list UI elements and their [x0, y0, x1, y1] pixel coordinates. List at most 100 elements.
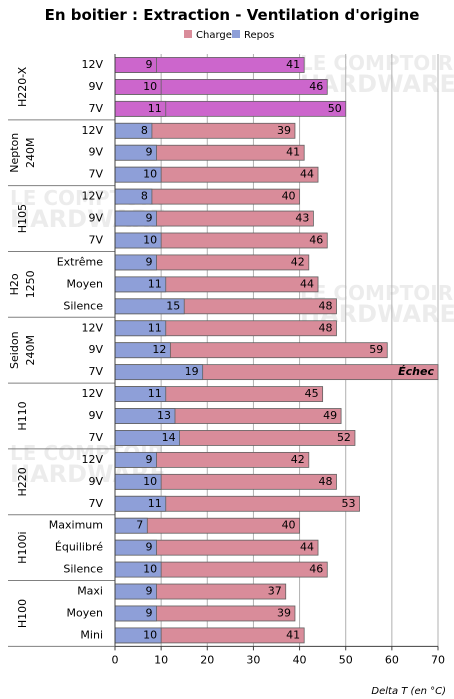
plot-area: H220-X 12V 9 41 9V 10 46 7V 11 50 Nepton 240M 12V 8 39…	[8, 54, 445, 666]
x-tick-label: 30	[246, 653, 260, 666]
x-tick-label: 50	[339, 653, 353, 666]
group-label: Nepton	[8, 133, 21, 173]
category-label: Moyen	[67, 277, 103, 290]
data-label-charge: 41	[286, 628, 300, 641]
legend: Charge Repos	[184, 30, 274, 41]
category-label: 9V	[88, 212, 103, 225]
category-label: 7V	[88, 497, 103, 510]
data-label-charge: 52	[337, 431, 351, 444]
group-label: H100i	[16, 531, 29, 563]
x-tick-label: 70	[431, 653, 445, 666]
watermarks: LE COMPTOIR HARDWARE LE COMPTOIR HARDWAR…	[10, 51, 454, 488]
x-tick-label: 10	[154, 653, 168, 666]
data-label-charge: 48	[318, 299, 332, 312]
category-label: 7V	[88, 365, 103, 378]
data-label-repos: 15	[166, 299, 180, 312]
category-label: 9V	[88, 80, 103, 93]
data-label-repos: 13	[157, 409, 171, 422]
data-label-charge: 50	[328, 102, 342, 115]
data-label-charge: 39	[277, 124, 291, 137]
group-label: H100	[16, 599, 29, 628]
category-label: 9V	[88, 409, 103, 422]
group-label: Seidon	[8, 331, 21, 369]
category-label: 12V	[81, 190, 103, 203]
data-label-repos: 9	[146, 606, 153, 619]
data-label-charge: 42	[291, 453, 305, 466]
x-tick-label: 0	[112, 653, 119, 666]
data-label-repos: 19	[185, 365, 199, 378]
group-label: H220-X	[16, 66, 29, 107]
category-label: 12V	[81, 387, 103, 400]
category-label: Mini	[80, 628, 103, 641]
category-label: Équilibré	[55, 541, 103, 554]
group-label: 240M	[24, 137, 37, 168]
data-label-repos: 11	[148, 387, 162, 400]
data-label-charge: 37	[268, 585, 282, 598]
data-label-charge: 48	[318, 475, 332, 488]
category-label: 7V	[88, 168, 103, 181]
x-tick-label: 40	[293, 653, 307, 666]
data-label-repos: 8	[141, 190, 148, 203]
category-label: Silence	[63, 563, 103, 576]
data-label-repos: 9	[146, 212, 153, 225]
data-label-charge: Échec	[398, 365, 434, 378]
group-label: H105	[16, 204, 29, 233]
data-label-charge: 41	[286, 58, 300, 71]
data-label-repos: 10	[143, 628, 157, 641]
data-label-repos: 9	[146, 146, 153, 159]
data-label-repos: 11	[148, 277, 162, 290]
legend-label-charge: Charge	[196, 30, 232, 41]
x-axis-label: Delta T (en °C)	[371, 686, 446, 697]
data-label-repos: 11	[148, 102, 162, 115]
data-label-charge: 40	[282, 519, 296, 532]
category-label: 7V	[88, 431, 103, 444]
data-label-repos: 12	[152, 343, 166, 356]
data-label-charge: 59	[369, 343, 383, 356]
data-label-charge: 53	[342, 497, 356, 510]
data-label-repos: 10	[143, 80, 157, 93]
data-label-repos: 10	[143, 233, 157, 246]
group-label: H2o	[8, 273, 21, 295]
data-label-charge: 44	[300, 541, 314, 554]
chart-title: En boitier : Extraction - Ventilation d'…	[45, 6, 420, 24]
x-tick-label: 20	[200, 653, 214, 666]
category-label: 12V	[81, 124, 103, 137]
data-label-charge: 42	[291, 255, 305, 268]
data-label-repos: 11	[148, 321, 162, 334]
legend-swatch-repos	[232, 30, 240, 38]
category-label: 12V	[81, 321, 103, 334]
data-label-repos: 9	[146, 585, 153, 598]
group-label: H110	[16, 401, 29, 430]
category-label: Maximum	[49, 519, 103, 532]
data-label-charge: 48	[318, 321, 332, 334]
category-label: 7V	[88, 102, 103, 115]
data-label-repos: 10	[143, 475, 157, 488]
data-label-repos: 11	[148, 497, 162, 510]
data-label-charge: 46	[309, 80, 323, 93]
data-label-repos: 10	[143, 168, 157, 181]
group-label: 1250	[24, 270, 37, 298]
category-label: Maxi	[77, 585, 103, 598]
data-label-repos: 9	[146, 255, 153, 268]
category-label: Extrême	[57, 255, 104, 268]
data-label-repos: 10	[143, 563, 157, 576]
category-label: 9V	[88, 146, 103, 159]
data-label-repos: 9	[146, 58, 153, 71]
group-label: H220	[16, 467, 29, 496]
data-label-charge: 49	[323, 409, 337, 422]
data-label-charge: 44	[300, 168, 314, 181]
data-label-charge: 43	[295, 212, 309, 225]
data-label-repos: 9	[146, 541, 153, 554]
category-label: 9V	[88, 343, 103, 356]
category-label: 12V	[81, 453, 103, 466]
watermark-line: LE COMPTOIR	[300, 51, 453, 75]
data-label-repos: 9	[146, 453, 153, 466]
category-label: 12V	[81, 58, 103, 71]
data-label-charge: 41	[286, 146, 300, 159]
data-label-charge: 46	[309, 563, 323, 576]
x-tick-label: 60	[385, 653, 399, 666]
data-label-charge: 45	[305, 387, 319, 400]
category-label: Moyen	[67, 606, 103, 619]
data-label-repos: 8	[141, 124, 148, 137]
